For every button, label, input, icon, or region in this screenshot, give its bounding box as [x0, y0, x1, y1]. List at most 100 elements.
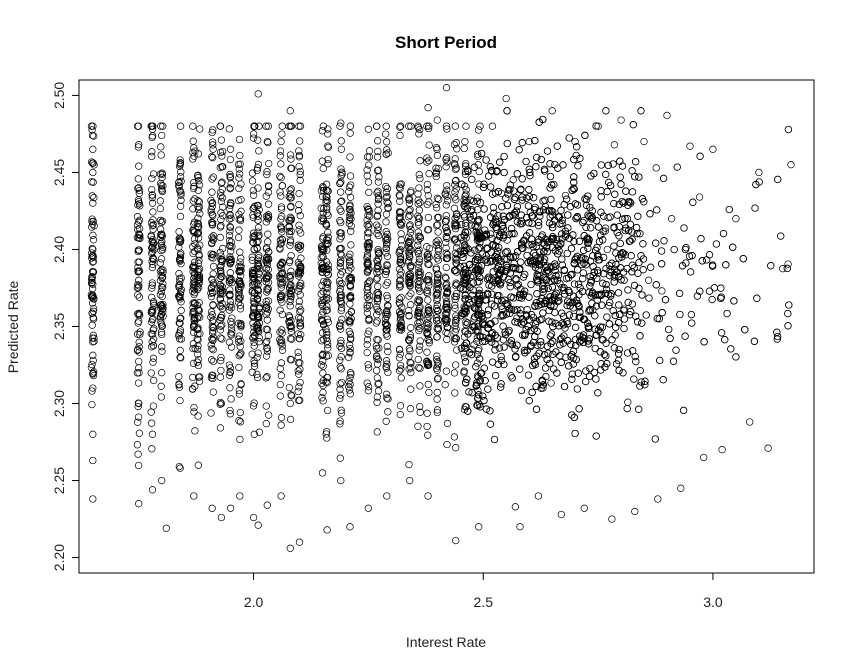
- data-point: [207, 208, 215, 216]
- data-point: [433, 145, 441, 153]
- data-point: [235, 352, 243, 360]
- data-point: [464, 407, 472, 415]
- data-point: [709, 145, 717, 153]
- data-point: [337, 291, 346, 299]
- data-point: [424, 250, 432, 258]
- data-point: [217, 267, 225, 276]
- data-point: [434, 228, 442, 236]
- data-point: [442, 122, 451, 130]
- data-point: [406, 476, 414, 485]
- data-point: [323, 328, 331, 336]
- data-point: [135, 224, 144, 233]
- data-point: [148, 222, 157, 230]
- data-point: [159, 122, 167, 130]
- data-point: [525, 397, 533, 405]
- data-point: [484, 324, 492, 332]
- data-point: [620, 276, 628, 284]
- data-point: [218, 335, 226, 343]
- data-point: [136, 328, 144, 336]
- data-point: [593, 296, 601, 304]
- data-point: [442, 367, 451, 375]
- data-point: [522, 311, 531, 319]
- data-point: [415, 346, 423, 354]
- data-point: [158, 169, 166, 177]
- data-point: [507, 293, 515, 301]
- data-point: [515, 146, 523, 154]
- data-point: [433, 352, 441, 360]
- data-point: [189, 359, 198, 368]
- data-point: [572, 355, 580, 364]
- data-point: [468, 206, 476, 214]
- data-point: [432, 204, 441, 212]
- data-point: [416, 408, 424, 416]
- data-point: [227, 318, 235, 326]
- data-point: [346, 330, 355, 338]
- data-point: [384, 347, 392, 356]
- data-point: [285, 222, 293, 230]
- data-point: [452, 319, 460, 327]
- data-point: [296, 122, 305, 130]
- data-point: [347, 241, 355, 249]
- data-point: [276, 147, 285, 155]
- data-point: [383, 294, 392, 302]
- data-point: [157, 122, 165, 130]
- data-point: [482, 255, 490, 263]
- data-point: [234, 160, 243, 169]
- data-point: [493, 291, 502, 300]
- data-point: [686, 268, 695, 276]
- data-point: [568, 370, 576, 378]
- data-point: [540, 285, 548, 293]
- data-point: [506, 283, 514, 291]
- data-point: [263, 137, 271, 146]
- data-point: [254, 136, 262, 144]
- data-point: [324, 295, 333, 303]
- data-point: [425, 244, 434, 253]
- data-point: [553, 142, 561, 150]
- data-point: [558, 261, 567, 269]
- data-point: [396, 207, 404, 216]
- data-point: [425, 272, 433, 280]
- data-point: [250, 342, 258, 350]
- data-point: [544, 284, 552, 293]
- data-point: [147, 419, 156, 427]
- data-point: [551, 276, 559, 285]
- data-point: [189, 268, 197, 276]
- data-point: [363, 379, 371, 387]
- data-point: [632, 223, 641, 232]
- data-point: [276, 236, 285, 244]
- data-point: [433, 395, 441, 403]
- data-point: [407, 246, 415, 254]
- data-point: [364, 383, 373, 391]
- data-point: [519, 244, 527, 253]
- data-point: [324, 271, 333, 279]
- data-point: [576, 308, 584, 316]
- data-point: [543, 262, 551, 270]
- data-point: [529, 361, 537, 370]
- data-point: [396, 192, 404, 200]
- data-point: [296, 170, 304, 179]
- data-point: [286, 399, 294, 408]
- data-point: [276, 336, 284, 344]
- data-point: [209, 138, 217, 146]
- data-point: [158, 238, 166, 246]
- data-point: [677, 484, 685, 492]
- data-point: [149, 242, 157, 250]
- data-point: [374, 226, 382, 234]
- data-point: [506, 181, 514, 189]
- data-point: [500, 231, 508, 240]
- data-point: [555, 247, 563, 255]
- data-point: [404, 238, 413, 246]
- data-point: [396, 310, 405, 318]
- data-point: [208, 276, 216, 284]
- data-point: [236, 248, 244, 256]
- data-point: [345, 188, 353, 196]
- data-point: [565, 362, 573, 370]
- data-point: [416, 382, 424, 390]
- data-point: [406, 331, 415, 339]
- data-point: [295, 151, 304, 160]
- data-point: [434, 236, 442, 244]
- data-point: [442, 263, 450, 272]
- data-point: [524, 371, 533, 379]
- data-point: [519, 291, 527, 299]
- data-point: [568, 299, 577, 307]
